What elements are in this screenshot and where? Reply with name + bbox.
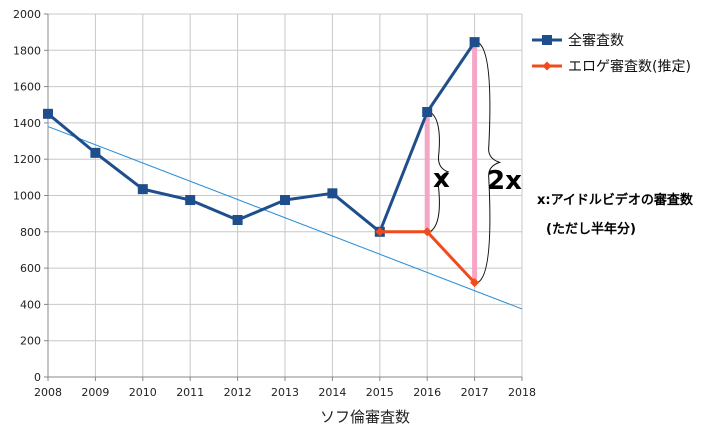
series-1-point [469, 37, 480, 48]
trend-line [47, 126, 523, 310]
x-tick-label: 2008 [34, 386, 62, 399]
series-1-point [232, 215, 243, 226]
series-layer [43, 37, 480, 288]
x-tick-label: 2012 [224, 386, 252, 399]
gap-bars [424, 42, 478, 283]
series-2-point [422, 227, 432, 237]
x-tick-label: 2018 [508, 386, 536, 399]
annotation-x: x [433, 164, 450, 194]
x-tick-label: 2010 [129, 386, 157, 399]
series-1-line [47, 41, 476, 234]
y-tick-label: 1600 [13, 81, 41, 94]
legend-entry-2: エロゲ審査数(推定) [568, 59, 691, 75]
y-tick-labels: 0 200 400 600 800 1000 1200 1400 1600 1800 2000 [13, 8, 41, 384]
legend-entry-1: 全審査数 [568, 32, 624, 49]
annotation-2x: 2x [487, 166, 522, 196]
brace-annotations [429, 41, 502, 284]
series-1-point [185, 195, 196, 206]
x-axis-label: ソフ倫審査数 [320, 408, 410, 426]
series-2-point [470, 278, 480, 288]
x-tick-label: 2016 [413, 386, 441, 399]
y-tick-label: 400 [20, 298, 41, 311]
trend-line-layer [47, 126, 523, 310]
x-tick-label: 2013 [271, 386, 299, 399]
x-tick-label: 2009 [81, 386, 109, 399]
legend-swatch-marker-1 [542, 35, 552, 45]
y-tick-label: 0 [34, 371, 41, 384]
y-tick-label: 2000 [13, 8, 41, 21]
x-tick-label: 2014 [318, 386, 346, 399]
y-tick-label: 1200 [13, 153, 41, 166]
annotation-note-line2: (ただし半年分) [546, 221, 636, 237]
series-1-point [43, 108, 53, 119]
y-tick-label: 600 [20, 262, 41, 275]
legend-swatch-marker-2 [542, 61, 552, 71]
series-1-point [90, 147, 101, 158]
y-tick-label: 1800 [13, 44, 41, 57]
axes [44, 13, 523, 381]
x-tick-labels: 2008 2009 2010 2011 2012 2013 2014 2015 2016 2017… [34, 386, 536, 399]
series-1-point [327, 188, 338, 199]
series-2-point [375, 227, 385, 237]
series-1-point [422, 107, 433, 118]
series-1-point [137, 184, 148, 195]
x-tick-label: 2011 [176, 386, 204, 399]
y-tick-label: 200 [20, 335, 41, 348]
brace-2017 [477, 41, 502, 284]
x-tick-label: 2015 [366, 386, 394, 399]
series-1-point [280, 195, 290, 206]
y-tick-label: 1000 [13, 190, 41, 203]
y-tick-label: 1400 [13, 117, 41, 130]
annotation-note-line1: x:アイドルビデオの審査数 [537, 192, 694, 208]
x-tick-label: 2017 [461, 386, 489, 399]
brace-2016 [429, 111, 450, 233]
y-tick-label: 800 [20, 226, 41, 239]
